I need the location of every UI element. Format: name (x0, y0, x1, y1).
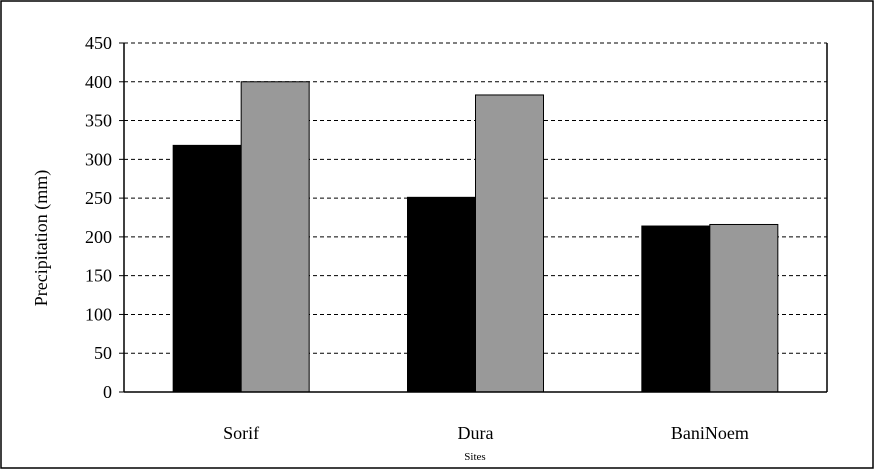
axes (119, 42, 828, 393)
y-tick-label-400: 400 (85, 72, 112, 92)
y-tick-label-350: 350 (85, 111, 112, 131)
y-tick-label-200: 200 (85, 227, 112, 247)
bar-sorif-series-2 (240, 81, 310, 393)
y-tick-label-450: 450 (85, 33, 112, 53)
x-axis-title: Sites (464, 451, 485, 463)
bar-dura-series-1 (407, 196, 476, 393)
y-tick-label-0: 0 (103, 382, 112, 402)
bar-baninoem-series-2 (709, 223, 779, 393)
y-tick-label-100: 100 (85, 304, 112, 324)
y-tick-labels: 0 50 100 150 200 250 300 350 400 450 (85, 33, 112, 402)
y-tick-label-250: 250 (85, 188, 112, 208)
y-axis-title: Precipitation (mm) (31, 170, 52, 306)
bars (172, 81, 779, 393)
x-category-label-sorif: Sorif (223, 423, 259, 443)
x-category-label-baninoem: BaniNoem (671, 423, 749, 443)
x-category-label-dura: Dura (458, 423, 494, 443)
y-tick-label-300: 300 (85, 149, 112, 169)
bar-sorif-series-1 (172, 144, 242, 393)
y-tick-label-150: 150 (85, 266, 112, 286)
y-tick-label-50: 50 (94, 343, 112, 363)
bar-dura-series-2 (475, 94, 544, 393)
x-category-labels: Sorif Dura BaniNoem (223, 423, 749, 443)
bar-baninoem-series-1 (641, 225, 711, 393)
